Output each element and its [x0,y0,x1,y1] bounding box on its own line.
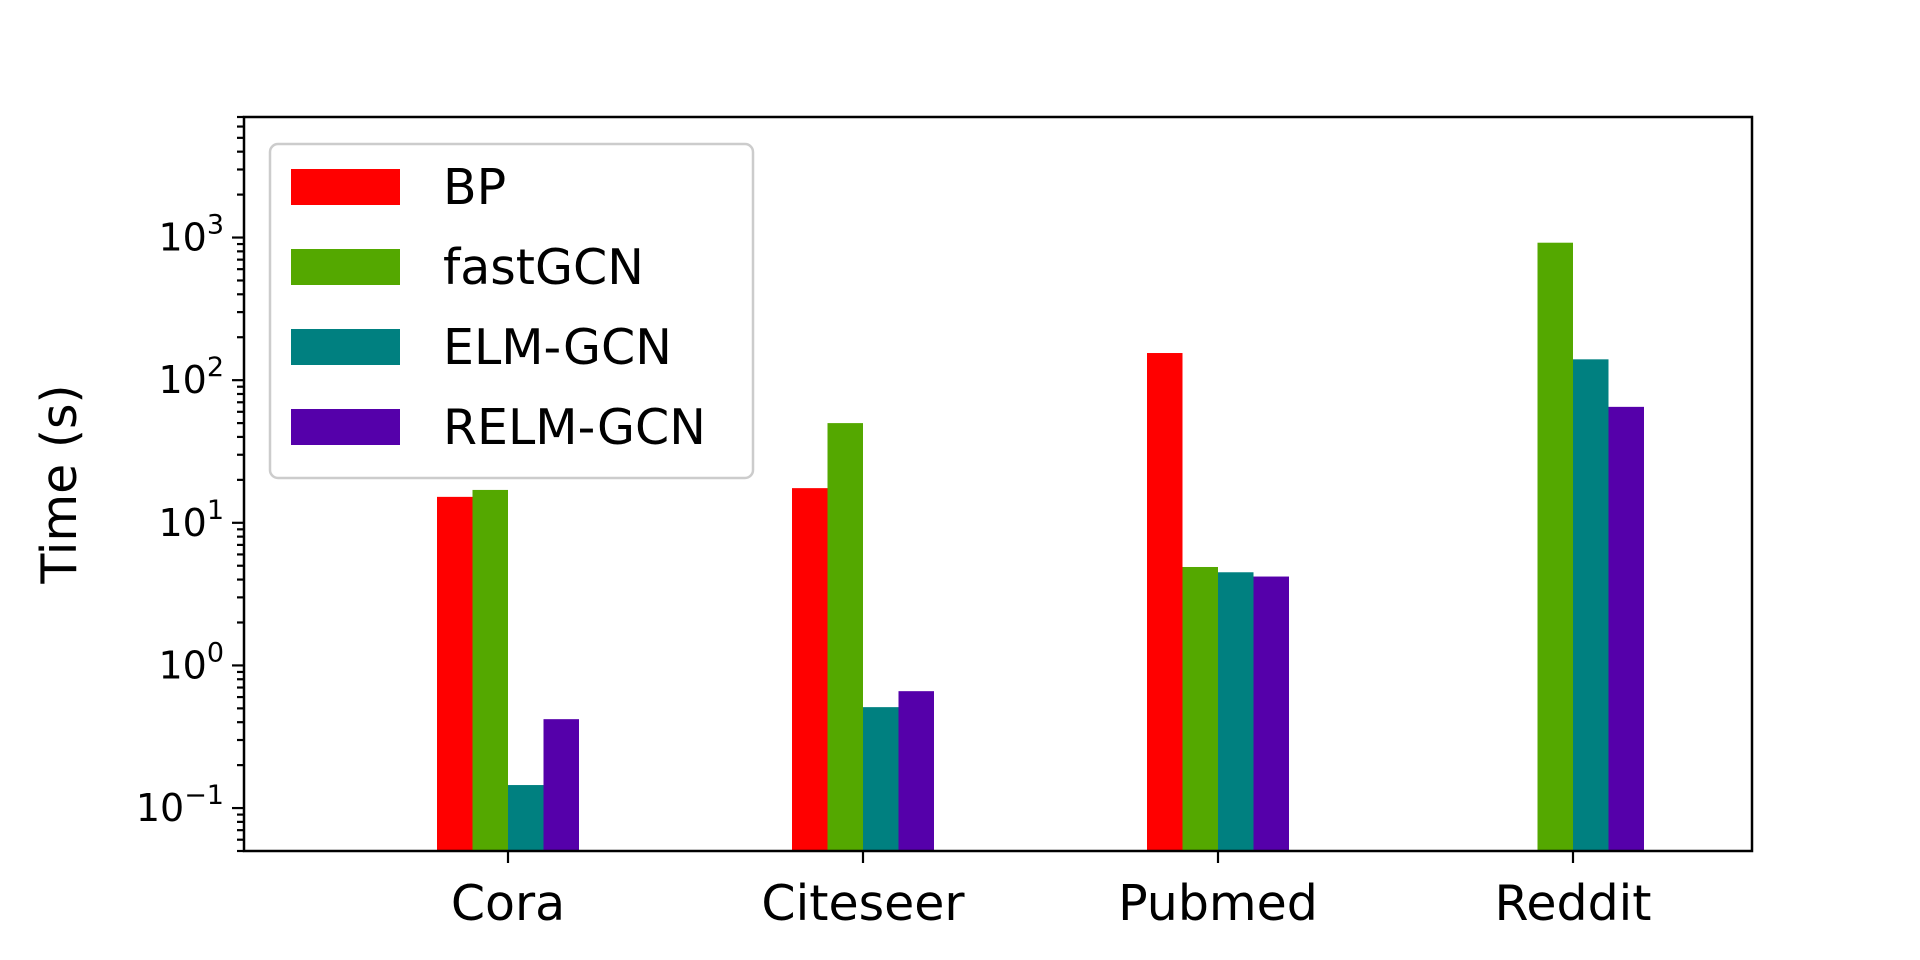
bar-bp-citeseer [792,488,828,851]
bar-elm-gcn-cora [508,785,544,851]
legend-label-fastgcn: fastGCN [443,239,644,296]
y-axis-title: Time (s) [31,384,88,584]
y-tick-label: 101 [158,495,224,545]
bar-elm-gcn-reddit [1573,359,1609,851]
x-tick-label-reddit: Reddit [1494,875,1651,932]
legend-label-relm-gcn: RELM-GCN [443,399,706,456]
bar-relm-gcn-cora [543,719,579,851]
bar-fastgcn-cora [472,489,508,851]
y-axis-ticks: 10−1 100 101 102 103 [136,115,244,853]
legend-label-elm-gcn: ELM-GCN [443,319,672,376]
bar-relm-gcn-reddit [1608,406,1644,851]
legend-swatch-fastgcn [291,249,400,285]
bar-elm-gcn-pubmed [1218,572,1254,851]
bar-fastgcn-citeseer [827,423,863,851]
bar-fastgcn-reddit [1537,242,1573,851]
y-tick-label: 100 [158,637,224,687]
bar-bp-cora [437,496,473,851]
bar-relm-gcn-pubmed [1253,576,1289,851]
bar-relm-gcn-citeseer [898,691,934,851]
legend-swatch-bp [291,169,400,205]
x-tick-label-cora: Cora [451,875,565,932]
x-tick-label-citeseer: Citeseer [761,875,965,932]
legend-box [268,142,755,480]
legend: BP fastGCN ELM-GCN RELM-GCN [268,142,755,480]
legend-label-bp: BP [443,159,506,216]
x-tick-label-pubmed: Pubmed [1118,875,1318,932]
legend-swatch-relm-gcn [291,409,400,445]
y-tick-label: 10−1 [136,780,224,830]
y-tick-label: 103 [158,210,224,260]
plot-frame [242,115,1754,853]
x-axis-ticks: Cora Citeseer Pubmed Reddit [451,851,1652,932]
bar-fastgcn-pubmed [1182,566,1218,851]
y-tick-label: 102 [158,352,224,402]
bar-elm-gcn-citeseer [863,707,899,851]
bars [437,242,1644,851]
legend-swatch-elm-gcn [291,329,400,365]
bar-bp-pubmed [1147,353,1183,851]
